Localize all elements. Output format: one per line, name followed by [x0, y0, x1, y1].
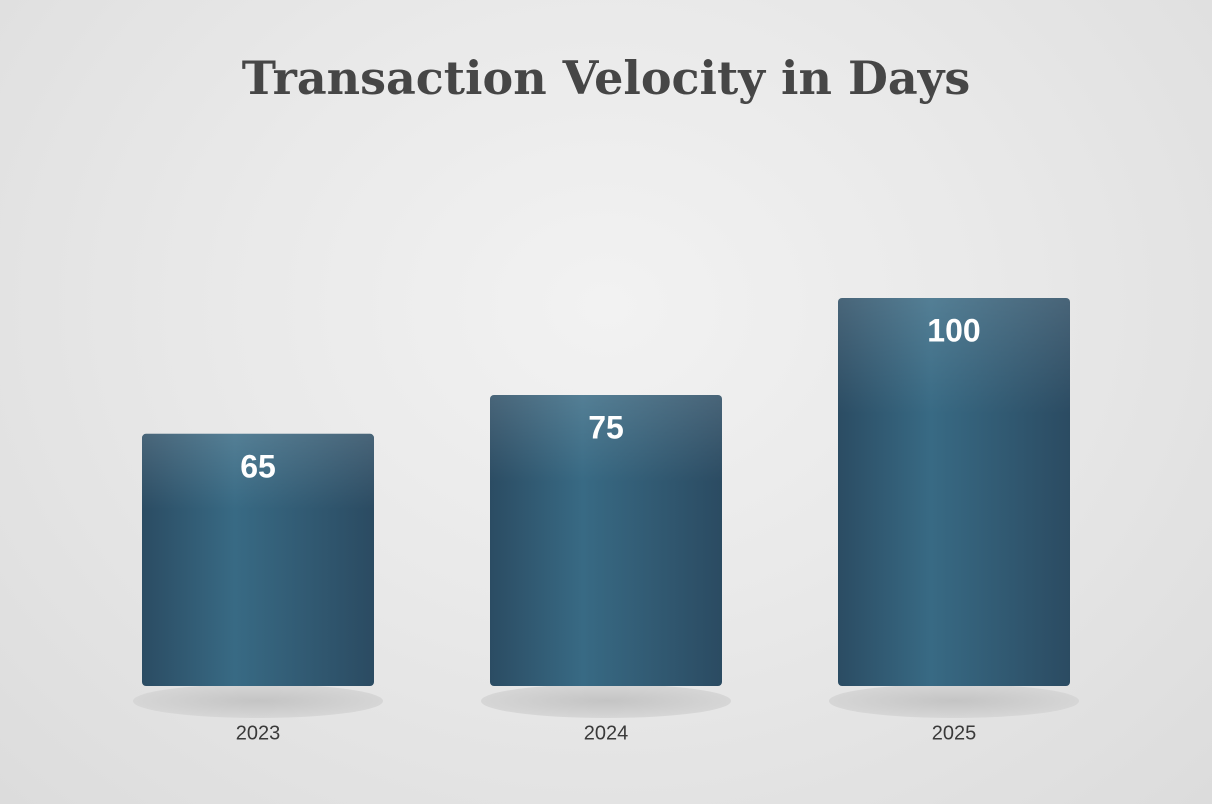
chart-title: Transaction Velocity in Days: [242, 51, 971, 105]
bar-shine: [838, 298, 1070, 686]
bar-shadow: [829, 684, 1079, 718]
x-tick-label: 2024: [584, 722, 629, 744]
bar-shine: [490, 395, 722, 686]
x-tick-label: 2025: [932, 722, 977, 744]
x-tick-label: 2023: [236, 722, 281, 744]
bar-shine: [142, 433, 374, 686]
bar-shadow: [133, 684, 383, 718]
value-label: 100: [927, 312, 980, 348]
value-label: 75: [588, 409, 624, 445]
value-label: 65: [240, 448, 276, 484]
bar-shadow: [481, 684, 731, 718]
